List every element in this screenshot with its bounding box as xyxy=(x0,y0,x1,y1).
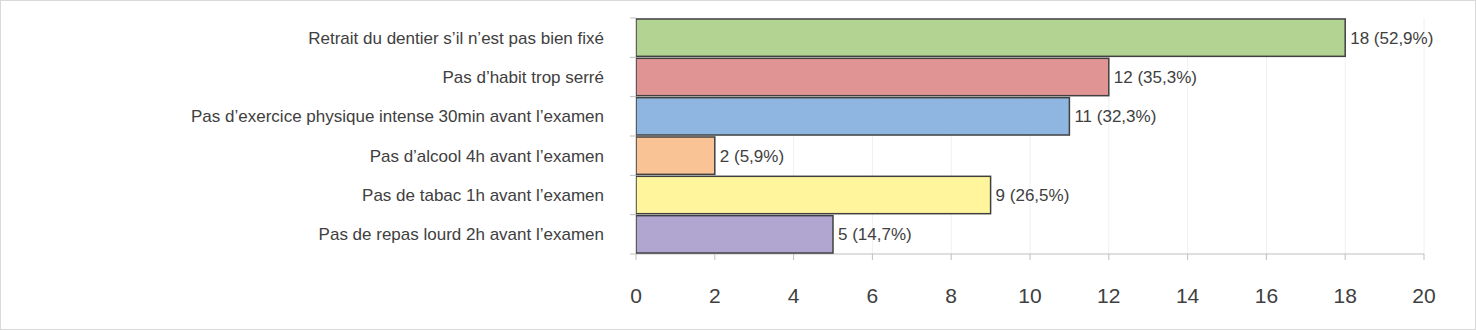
data-label: 9 (26,5%) xyxy=(996,186,1070,205)
y-tick xyxy=(630,18,636,19)
x-tick-label: 4 xyxy=(788,284,800,307)
y-tick-label: Pas d’exercice physique intense 30min av… xyxy=(191,107,604,126)
bar xyxy=(636,137,715,174)
x-tick xyxy=(951,254,952,260)
x-tick-label: 2 xyxy=(709,284,721,307)
y-tick xyxy=(630,96,636,97)
y-tick xyxy=(630,136,636,137)
bar xyxy=(636,98,1069,135)
x-tick-label: 10 xyxy=(1018,284,1041,307)
x-tick-label: 18 xyxy=(1334,284,1357,307)
bar xyxy=(636,58,1109,95)
chart-svg: 0 2 4 6 8 10 12 14 16 18 20 Retrait du dentier s’il… xyxy=(0,0,1476,330)
x-tick-label: 20 xyxy=(1412,284,1435,307)
grid-line xyxy=(1424,18,1425,254)
data-label: 2 (5,9%) xyxy=(720,147,784,166)
bar xyxy=(636,19,1345,56)
y-tick-label: Pas d’alcool 4h avant l’examen xyxy=(370,147,604,166)
y-tick xyxy=(630,57,636,58)
x-tick xyxy=(1424,254,1425,260)
x-tick-label: 16 xyxy=(1255,284,1278,307)
x-tick xyxy=(1266,254,1267,260)
x-tick xyxy=(872,254,873,260)
bars xyxy=(636,19,1345,253)
x-tick xyxy=(714,254,715,260)
x-tick xyxy=(636,254,637,260)
data-label: 12 (35,3%) xyxy=(1114,68,1197,87)
data-label: 5 (14,7%) xyxy=(838,225,912,244)
x-tick xyxy=(1108,254,1109,260)
y-tick-label: Pas de tabac 1h avant l’examen xyxy=(362,186,604,205)
chart-container: 0 2 4 6 8 10 12 14 16 18 20 Retrait du dentier s’il… xyxy=(0,0,1476,330)
x-tick xyxy=(1030,254,1031,260)
y-tick-label: Retrait du dentier s’il n’est pas bien f… xyxy=(308,29,604,48)
y-tick xyxy=(630,254,636,255)
x-tick xyxy=(793,254,794,260)
y-tick xyxy=(630,175,636,176)
x-tick-label: 0 xyxy=(630,284,642,307)
x-tick-label: 8 xyxy=(945,284,957,307)
x-tick-label: 14 xyxy=(1176,284,1200,307)
x-tick xyxy=(1187,254,1188,260)
y-tick-label: Pas de repas lourd 2h avant l’examen xyxy=(319,225,604,244)
y-tick xyxy=(630,214,636,215)
bar xyxy=(636,176,991,213)
x-tick-label: 6 xyxy=(867,284,879,307)
data-label: 18 (52,9%) xyxy=(1350,29,1433,48)
x-tick xyxy=(1345,254,1346,260)
data-label: 11 (32,3%) xyxy=(1074,107,1156,126)
y-tick-label: Pas d’habit trop serré xyxy=(442,68,604,87)
x-tick-label: 12 xyxy=(1097,284,1120,307)
bar xyxy=(636,216,833,253)
chart-frame xyxy=(1,1,1476,330)
